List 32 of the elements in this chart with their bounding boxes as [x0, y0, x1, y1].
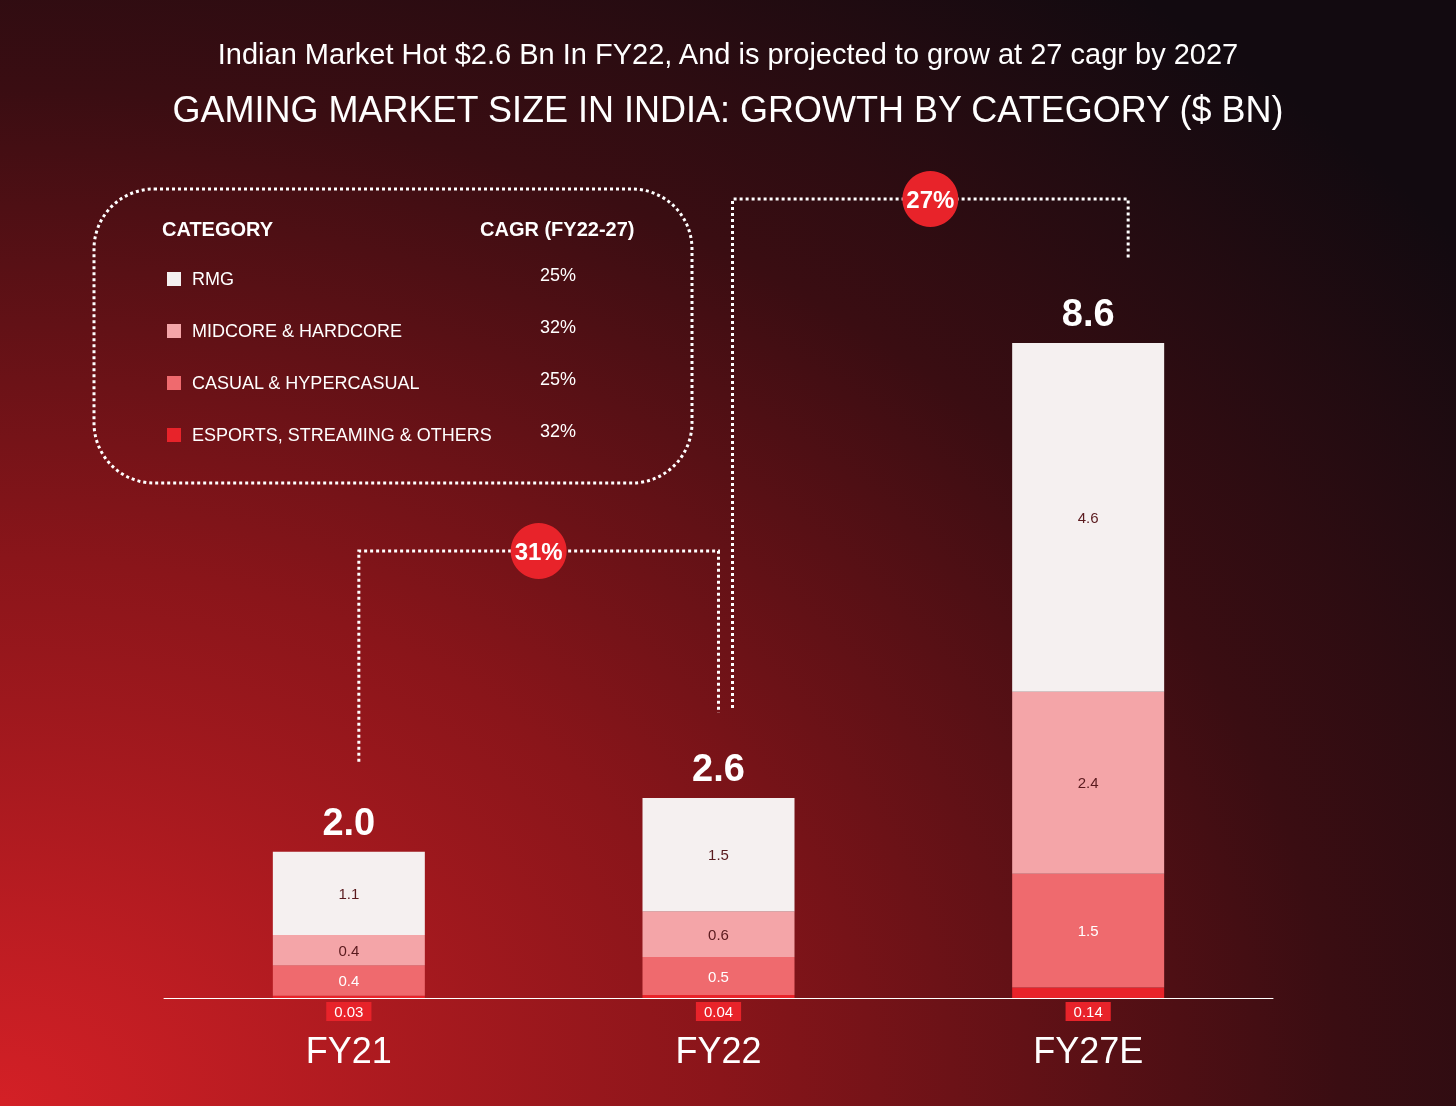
- data-label: 0.03: [334, 1003, 364, 1020]
- x-tick-label: FY21: [305, 1029, 392, 1071]
- data-label: 2.4: [1077, 774, 1099, 792]
- legend-label: MIDCORE & HARDCORE: [192, 321, 403, 341]
- text: CAGR (FY22-27): [480, 218, 635, 240]
- total-label: 8.6: [1061, 292, 1115, 335]
- data-label: 0.04: [703, 1003, 734, 1020]
- data-label: 0.14: [1073, 1003, 1103, 1020]
- legend-label: ESPORTS, STREAMING & OTHERS: [192, 425, 492, 445]
- x-tick-label: FY22: [675, 1029, 762, 1071]
- legend-label: RMG: [192, 269, 234, 289]
- legend-label: CASUAL & HYPERCASUAL: [192, 373, 420, 393]
- data-label: 0.4: [338, 941, 360, 959]
- data-label: 1.1: [338, 884, 360, 902]
- data-label: 4.6: [1077, 508, 1099, 526]
- annotation: 31%: [514, 537, 563, 565]
- text: 32%: [540, 317, 577, 337]
- data-label: 0.5: [708, 967, 729, 985]
- data-label: 0.4: [338, 972, 360, 990]
- text: 25%: [540, 265, 577, 285]
- total-label: 2.0: [322, 800, 376, 843]
- annotation: 25%: [540, 369, 577, 389]
- data-label: 1.5: [708, 846, 729, 864]
- chart-title: GAMING MARKET SIZE IN INDIA: GROWTH BY CATEGORY ($ BN): [172, 88, 1284, 130]
- legend-title: CATEGORY: [162, 218, 274, 240]
- data-label: 1.5: [1077, 922, 1099, 940]
- data-label: 0.6: [708, 925, 729, 943]
- text: 27%: [906, 185, 955, 213]
- x-tick-label: FY27E: [1033, 1029, 1144, 1071]
- annotation: 32%: [540, 421, 577, 441]
- chart-subtitle: Indian Market Hot $2.6 Bn In FY22, And is projected to grow at 27 cagr by 2027: [217, 37, 1239, 70]
- total-label: 2.6: [692, 746, 745, 789]
